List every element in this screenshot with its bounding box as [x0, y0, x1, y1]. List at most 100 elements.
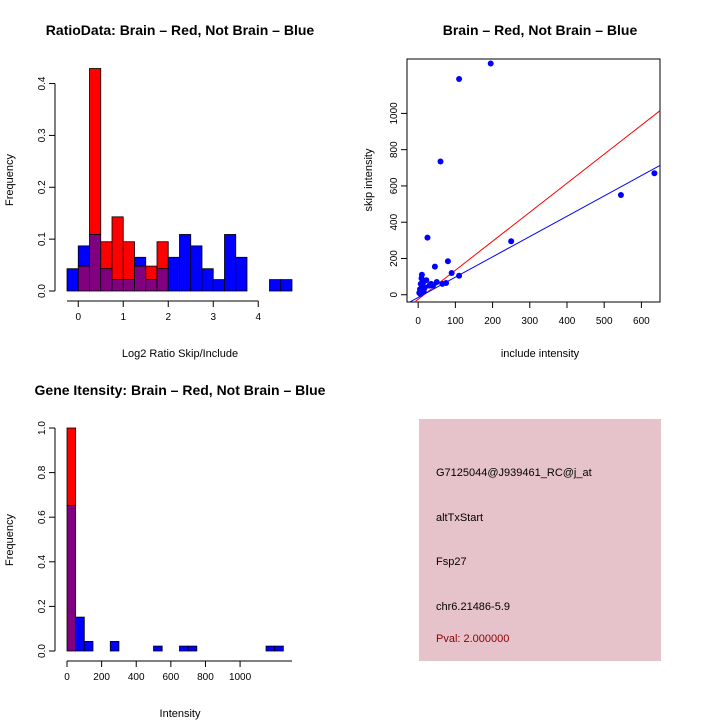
- gene-x-tick-label: 1000: [229, 672, 252, 683]
- scatter-y-tick-label: 800: [389, 141, 400, 158]
- ratio-x-tick-label: 2: [165, 312, 171, 323]
- ratio-histogram-title: RatioData: Brain – Red, Not Brain – Blue: [46, 22, 315, 38]
- scatter-point: [430, 282, 437, 289]
- scatter-x-tick-label: 0: [415, 316, 421, 327]
- scatter-blue-fit-line: [408, 165, 660, 302]
- scatter-point: [456, 272, 463, 279]
- scatter-point: [418, 271, 425, 278]
- gene-histogram-ylabel: Frequency: [4, 514, 16, 566]
- scatter-xlabel: include intensity: [501, 348, 580, 360]
- p-value: Pval: 2.000000: [436, 633, 509, 645]
- scatter-y-tick-label: 400: [389, 213, 400, 230]
- ratio-bar-brain: [111, 216, 124, 280]
- ratio-bar-overlap: [89, 234, 102, 292]
- scatter-point: [424, 234, 431, 241]
- ratio-bar-notbrain: [269, 279, 282, 292]
- gene-bar-notbrain: [187, 645, 198, 652]
- ratio-bar-brain: [145, 265, 158, 280]
- ratio-bar-overlap: [111, 279, 124, 292]
- ratio-histogram: RatioData: Brain – Red, Not Brain – Blue…: [4, 22, 314, 360]
- scatter-red-fit-line: [413, 110, 660, 302]
- event-type: altTxStart: [436, 512, 483, 524]
- ratio-y-tick-label: 0.4: [37, 76, 48, 90]
- scatter-x-tick-label: 500: [596, 316, 613, 327]
- ratio-bar-notbrain: [212, 279, 225, 292]
- gene-intensity-histogram: Gene Itensity: Brain – Red, Not Brain – …: [4, 382, 326, 720]
- ratio-y-tick-label: 0.2: [37, 180, 48, 194]
- gene-x-tick-label: 400: [128, 672, 145, 683]
- gene-bar-notbrain: [179, 645, 189, 652]
- scatter-x-tick-label: 300: [521, 316, 538, 327]
- gene-bar-brain: [66, 427, 77, 507]
- ratio-bar-overlap: [134, 265, 147, 292]
- gene-x-tick-label: 0: [64, 672, 70, 683]
- info-panel-background: [419, 419, 661, 661]
- scatter-point: [487, 60, 494, 67]
- gene-histogram-xlabel: Intensity: [160, 708, 201, 720]
- ratio-bar-notbrain: [66, 268, 79, 292]
- gene-name: Fsp27: [436, 556, 467, 568]
- ratio-y-tick-label: 0.1: [37, 232, 48, 246]
- scatter-point: [444, 258, 451, 265]
- scatter-point: [417, 290, 424, 297]
- ratio-x-tick-label: 1: [120, 312, 126, 323]
- ratio-bar-brain: [89, 68, 102, 235]
- gene-y-tick-label: 0.2: [37, 599, 48, 613]
- ratio-x-tick-label: 0: [75, 312, 81, 323]
- ratio-y-tick-label: 0.0: [37, 284, 48, 298]
- ratio-bar-brain: [100, 241, 113, 270]
- scatter-point: [508, 238, 515, 245]
- ratio-bar-overlap: [145, 279, 158, 292]
- gene-y-tick-label: 1.0: [37, 421, 48, 435]
- probe-id: G7125044@J939461_RC@j_at: [436, 467, 592, 479]
- ratio-bar-overlap: [156, 268, 169, 292]
- ratio-bar-overlap: [77, 265, 90, 292]
- ratio-x-tick-label: 4: [255, 312, 261, 323]
- gene-y-tick-label: 0.0: [37, 644, 48, 658]
- gene-x-tick-label: 800: [197, 672, 214, 683]
- scatter-point: [651, 170, 658, 177]
- scatter-point: [437, 158, 444, 165]
- gene-bar-notbrain: [153, 645, 163, 652]
- scatter-y-tick-label: 1000: [389, 102, 400, 125]
- gene-bar-notbrain: [265, 645, 276, 652]
- ratio-bar-overlap: [122, 279, 135, 292]
- scatter-ylabel: skip intensity: [363, 148, 375, 211]
- scatter-plot-box: [406, 58, 661, 303]
- scatter-point: [433, 279, 440, 286]
- scatter-x-tick-label: 100: [447, 316, 464, 327]
- ratio-y-tick-label: 0.3: [37, 128, 48, 142]
- scatter-x-tick-label: 600: [633, 316, 650, 327]
- gene-y-tick-label: 0.8: [37, 465, 48, 479]
- scatter-point: [448, 269, 455, 276]
- scatter-y-tick-label: 600: [389, 177, 400, 194]
- ratio-bar-brain: [156, 241, 169, 270]
- gene-bar-notbrain: [83, 641, 94, 652]
- gene-y-tick-label: 0.4: [37, 554, 48, 568]
- scatter-point: [431, 263, 438, 270]
- ratio-bar-notbrain: [235, 256, 248, 292]
- gene-bar-notbrain: [109, 641, 120, 652]
- scatter-point: [617, 192, 624, 199]
- info-panel: G7125044@J939461_RC@j_at altTxStart Fsp2…: [419, 419, 661, 661]
- gene-x-tick-label: 600: [163, 672, 180, 683]
- ratio-bar-notbrain: [179, 234, 192, 292]
- gene-bar-notbrain: [274, 645, 284, 652]
- scatter-title: Brain – Red, Not Brain – Blue: [443, 22, 638, 38]
- gene-x-tick-label: 200: [93, 672, 110, 683]
- scatter-x-tick-label: 200: [484, 316, 501, 327]
- ratio-bar-brain: [122, 241, 135, 280]
- ratio-histogram-ylabel: Frequency: [4, 154, 16, 206]
- scatter-point: [456, 75, 463, 82]
- ratio-bar-notbrain: [77, 245, 90, 267]
- ratio-bar-notbrain: [167, 256, 180, 292]
- ratio-histogram-xlabel: Log2 Ratio Skip/Include: [122, 348, 238, 360]
- gene-bar-overlap: [66, 505, 77, 652]
- ratio-x-tick-label: 3: [210, 312, 216, 323]
- gene-histogram-title: Gene Itensity: Brain – Red, Not Brain – …: [35, 382, 326, 398]
- scatter-x-tick-label: 400: [559, 316, 576, 327]
- scatter-y-tick-label: 200: [389, 250, 400, 267]
- gene-bar-notbrain: [75, 616, 85, 652]
- scatter-y-tick-label: 0: [389, 292, 400, 298]
